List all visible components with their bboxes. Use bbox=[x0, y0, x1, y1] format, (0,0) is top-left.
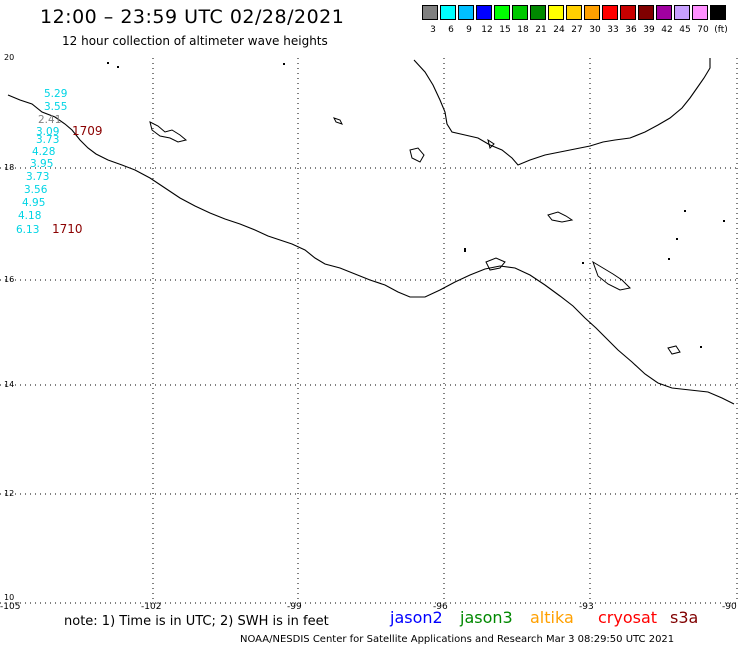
satellite-label: cryosat bbox=[598, 608, 658, 627]
map-dots bbox=[107, 62, 725, 348]
legend-swatch bbox=[440, 5, 456, 20]
legend-label: 15 bbox=[499, 25, 511, 35]
legend-label: 33 bbox=[607, 25, 619, 35]
pass-time-label: 1710 bbox=[52, 222, 83, 236]
satellite-label: jason3 bbox=[460, 608, 513, 627]
satellite-label: jason2 bbox=[390, 608, 443, 627]
legend-swatch bbox=[530, 5, 546, 20]
longitude-label: -105 bbox=[0, 602, 21, 612]
legend-label: 45 bbox=[679, 25, 691, 35]
legend-swatch bbox=[548, 5, 564, 20]
map-title: 12:00 – 23:59 UTC 02/28/2021 bbox=[40, 6, 345, 28]
wave-height-value: 3.56 bbox=[24, 184, 48, 196]
lake-guatemala bbox=[592, 260, 632, 291]
small-lake-1 bbox=[333, 117, 343, 125]
wave-height-value: 3.95 bbox=[30, 158, 54, 170]
longitude-label: -90 bbox=[722, 602, 737, 612]
wave-height-value: 2.41 bbox=[38, 114, 62, 126]
longitude-label: -99 bbox=[287, 602, 302, 612]
legend-swatch bbox=[656, 5, 672, 20]
legend-label: 30 bbox=[589, 25, 601, 35]
legend-label: 36 bbox=[625, 25, 637, 35]
grid-lines bbox=[0, 58, 740, 604]
lagoon bbox=[409, 147, 425, 163]
units-note: note: 1) Time is in UTC; 2) SWH is in fe… bbox=[64, 614, 329, 629]
legend-swatch bbox=[476, 5, 492, 20]
latitude-label: 12 bbox=[4, 489, 15, 498]
wave-height-value: 4.95 bbox=[22, 197, 46, 209]
legend-label: 18 bbox=[517, 25, 529, 35]
latitude-label: 14 bbox=[4, 380, 15, 389]
lagoon-east bbox=[547, 211, 574, 223]
legend-swatch bbox=[584, 5, 600, 20]
wave-height-value: 3.09 bbox=[36, 126, 60, 138]
satellite-label: s3a bbox=[670, 608, 699, 627]
latitude-label: 16 bbox=[4, 275, 15, 284]
legend-swatch bbox=[494, 5, 510, 20]
coastal-lagoon bbox=[485, 257, 506, 271]
pass-time-label: 1709 bbox=[72, 124, 103, 138]
legend-swatch bbox=[620, 5, 636, 20]
credit-line: NOAA/NESDIS Center for Satellite Applica… bbox=[240, 634, 675, 645]
legend-label: 3 bbox=[430, 25, 436, 35]
legend-label: 39 bbox=[643, 25, 655, 35]
legend-swatch bbox=[710, 5, 726, 20]
small-lake-2 bbox=[667, 345, 681, 355]
legend-swatch bbox=[512, 5, 528, 20]
map-subtitle: 12 hour collection of altimeter wave hei… bbox=[62, 34, 328, 48]
legend-label: 70 bbox=[697, 25, 709, 35]
wave-height-value: 3.73 bbox=[36, 134, 60, 146]
legend-label: 21 bbox=[535, 25, 547, 35]
pacific-coastline bbox=[7, 94, 735, 405]
legend-swatch bbox=[674, 5, 690, 20]
inland-features bbox=[149, 117, 681, 355]
longitude-label: -96 bbox=[433, 602, 448, 612]
legend-label: 24 bbox=[553, 25, 565, 35]
satellite-label: altika bbox=[530, 608, 574, 627]
wave-height-value: 5.29 bbox=[44, 88, 68, 100]
latitude-label: 10 bbox=[4, 593, 15, 602]
wave-height-value: 6.13 bbox=[16, 224, 40, 236]
wave-height-value: 4.28 bbox=[32, 146, 56, 158]
gulf-coastline bbox=[413, 58, 711, 166]
legend-label: 6 bbox=[448, 25, 454, 35]
legend-swatch bbox=[692, 5, 708, 20]
latitude-label: 20 bbox=[4, 53, 15, 62]
legend-label: 9 bbox=[466, 25, 472, 35]
legend-label: 27 bbox=[571, 25, 583, 35]
longitude-label: -102 bbox=[141, 602, 162, 612]
small-lake-3 bbox=[487, 138, 495, 149]
wave-height-value: 3.73 bbox=[26, 171, 50, 183]
legend-swatch bbox=[458, 5, 474, 20]
wave-height-value: 3.55 bbox=[44, 101, 68, 113]
legend-label: (ft) bbox=[714, 25, 728, 35]
legend-label: 42 bbox=[661, 25, 673, 35]
latitude-label: 18 bbox=[4, 163, 15, 172]
legend-swatch bbox=[638, 5, 654, 20]
lake-chapala bbox=[149, 121, 188, 143]
legend-swatch bbox=[422, 5, 438, 20]
legend-swatch bbox=[602, 5, 618, 20]
legend-swatch bbox=[566, 5, 582, 20]
longitude-label: -93 bbox=[579, 602, 594, 612]
legend-label: 12 bbox=[481, 25, 493, 35]
wave-height-value: 4.18 bbox=[18, 210, 42, 222]
